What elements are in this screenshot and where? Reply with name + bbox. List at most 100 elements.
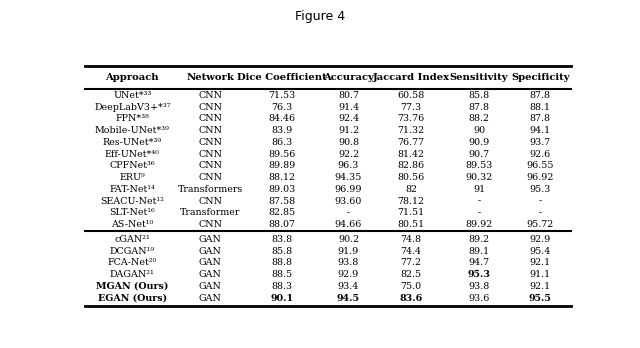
Text: 81.42: 81.42 [397,150,425,159]
Text: Eff-UNet*⁴⁰: Eff-UNet*⁴⁰ [105,150,160,159]
Text: 93.7: 93.7 [530,138,551,147]
Text: 92.1: 92.1 [530,259,551,268]
Text: 85.8: 85.8 [468,91,490,100]
Text: 96.99: 96.99 [335,185,362,194]
Text: CNN: CNN [198,91,222,100]
Text: -: - [477,197,481,206]
Text: Transformer: Transformer [180,208,241,217]
Text: Mobile-UNet*³⁹: Mobile-UNet*³⁹ [95,126,170,135]
Text: 83.6: 83.6 [399,294,423,303]
Text: SEACU-Net¹²: SEACU-Net¹² [100,197,164,206]
Text: 95.3: 95.3 [467,270,490,279]
Text: GAN: GAN [199,247,221,256]
Text: -: - [539,197,542,206]
Text: 82.85: 82.85 [268,208,296,217]
Text: 95.5: 95.5 [529,294,552,303]
Text: CPFNet³⁶: CPFNet³⁶ [109,161,155,170]
Text: 96.3: 96.3 [338,161,359,170]
Text: UNet*³³: UNet*³³ [113,91,152,100]
Text: 88.8: 88.8 [271,259,292,268]
Text: 91.1: 91.1 [530,270,551,279]
Text: 93.4: 93.4 [338,282,359,291]
Text: 90.7: 90.7 [468,150,490,159]
Text: 90.32: 90.32 [465,173,493,182]
Text: 88.2: 88.2 [468,114,490,123]
Text: 83.9: 83.9 [271,126,292,135]
Text: 82: 82 [405,185,417,194]
Text: 90.8: 90.8 [338,138,359,147]
Text: 92.1: 92.1 [530,282,551,291]
Text: CNN: CNN [198,197,222,206]
Text: 89.2: 89.2 [468,235,490,244]
Text: CNN: CNN [198,150,222,159]
Text: 94.1: 94.1 [530,126,551,135]
Text: GAN: GAN [199,235,221,244]
Text: FCA-Net²⁰: FCA-Net²⁰ [108,259,157,268]
Text: DCGAN¹⁹: DCGAN¹⁹ [109,247,155,256]
Text: 89.56: 89.56 [268,150,296,159]
Text: Figure 4: Figure 4 [295,10,345,23]
Text: 90: 90 [473,126,485,135]
Text: 92.2: 92.2 [338,150,359,159]
Text: 90.1: 90.1 [270,294,294,303]
Text: 91.2: 91.2 [338,126,359,135]
Text: 82.86: 82.86 [397,161,425,170]
Text: 92.9: 92.9 [338,270,359,279]
Text: 89.03: 89.03 [268,185,296,194]
Text: 96.92: 96.92 [527,173,554,182]
Text: 80.7: 80.7 [338,91,359,100]
Text: 87.8: 87.8 [468,103,490,112]
Text: CNN: CNN [198,114,222,123]
Text: GAN: GAN [199,282,221,291]
Text: 84.46: 84.46 [268,114,296,123]
Text: CNN: CNN [198,173,222,182]
Text: -: - [539,208,542,217]
Text: MGAN (Ours): MGAN (Ours) [96,282,168,291]
Text: 86.3: 86.3 [271,138,292,147]
Text: 71.51: 71.51 [397,208,425,217]
Text: 88.3: 88.3 [271,282,292,291]
Text: Approach: Approach [106,73,159,82]
Text: Sensitivity: Sensitivity [450,73,508,82]
Text: 73.76: 73.76 [397,114,425,123]
Text: CNN: CNN [198,138,222,147]
Text: GAN: GAN [199,294,221,303]
Text: 93.6: 93.6 [468,294,490,303]
Text: 93.8: 93.8 [468,282,490,291]
Text: 93.60: 93.60 [335,197,362,206]
Text: CNN: CNN [198,103,222,112]
Text: 76.77: 76.77 [397,138,425,147]
Text: 71.32: 71.32 [397,126,425,135]
Text: 94.5: 94.5 [337,294,360,303]
Text: 77.3: 77.3 [401,103,422,112]
Text: 90.2: 90.2 [338,235,359,244]
Text: DAGAN²¹: DAGAN²¹ [110,270,155,279]
Text: EGAN (Ours): EGAN (Ours) [98,294,167,303]
Text: 71.53: 71.53 [268,91,296,100]
Text: 92.9: 92.9 [530,235,551,244]
Text: GAN: GAN [199,259,221,268]
Text: Network: Network [186,73,234,82]
Text: 75.0: 75.0 [401,282,422,291]
Text: 87.8: 87.8 [530,114,551,123]
Text: 80.56: 80.56 [397,173,425,182]
Text: Accuracy: Accuracy [323,73,374,82]
Text: 89.53: 89.53 [465,161,493,170]
Text: 95.3: 95.3 [530,185,551,194]
Text: 88.12: 88.12 [268,173,296,182]
Text: 83.8: 83.8 [271,235,292,244]
Text: 80.51: 80.51 [397,220,425,229]
Text: 95.72: 95.72 [527,220,554,229]
Text: AS-Net¹⁰: AS-Net¹⁰ [111,220,154,229]
Text: GAN: GAN [199,270,221,279]
Text: 91: 91 [473,185,485,194]
Text: 74.8: 74.8 [401,235,422,244]
Text: 76.3: 76.3 [271,103,292,112]
Text: 85.8: 85.8 [271,247,292,256]
Text: 88.5: 88.5 [271,270,292,279]
Text: 88.07: 88.07 [268,220,296,229]
Text: -: - [477,208,481,217]
Text: ERU⁹: ERU⁹ [120,173,145,182]
Text: 78.12: 78.12 [397,197,425,206]
Text: 94.35: 94.35 [335,173,362,182]
